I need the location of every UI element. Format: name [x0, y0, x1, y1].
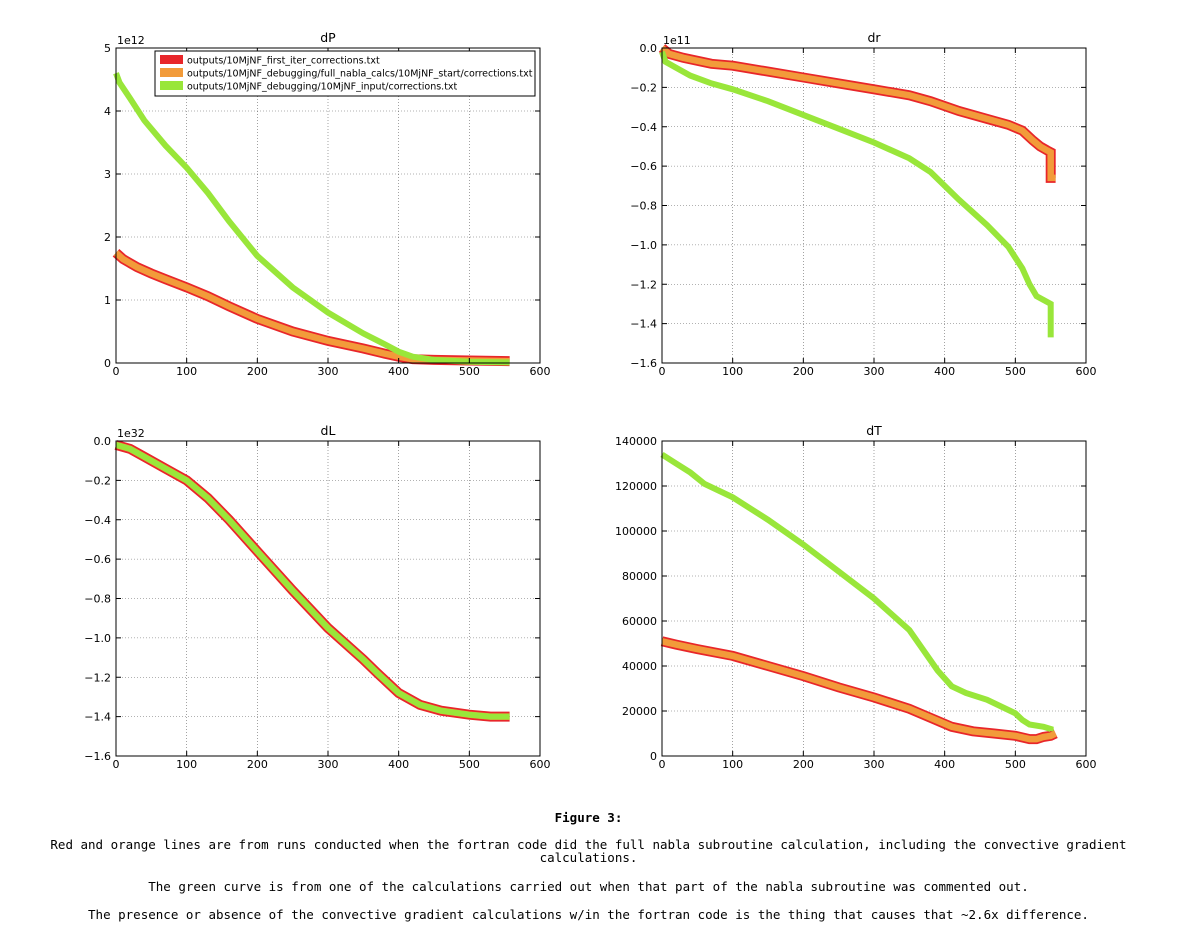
x-tick-label: 300	[864, 758, 885, 771]
x-tick-label: 300	[318, 758, 339, 771]
legend-label: outputs/10MjNF_first_iter_corrections.tx…	[187, 56, 380, 67]
series-line-2	[115, 441, 510, 720]
y-tick-label: −0.8	[84, 593, 111, 606]
y-tick-label: 2	[104, 231, 111, 244]
y-tick-label: −1.4	[630, 318, 657, 331]
y-tick-label: −0.4	[630, 121, 657, 134]
axis-offset-label: 1e11	[663, 34, 691, 47]
x-tick-label: 400	[388, 365, 409, 378]
x-tick-label: 100	[722, 758, 743, 771]
x-tick-label: 400	[934, 365, 955, 378]
x-tick-label: 0	[659, 365, 666, 378]
legend-label: outputs/10MjNF_debugging/full_nabla_calc…	[187, 69, 533, 80]
y-tick-label: 120000	[615, 480, 657, 493]
x-tick-label: 400	[388, 758, 409, 771]
x-tick-label: 500	[459, 758, 480, 771]
y-tick-label: 40000	[622, 660, 657, 673]
series-line-3	[113, 72, 510, 366]
y-tick-label: 0	[650, 750, 657, 763]
y-tick-label: 0	[104, 357, 111, 370]
x-tick-label: 600	[530, 758, 551, 771]
chart-panel-dp: 0 100 200 300 400 500 600 0 1 2 3 4 5 dP 1e12	[104, 30, 551, 378]
x-tick-label: 0	[113, 365, 120, 378]
series-line-3	[660, 451, 1054, 732]
caption-line-2: The green curve is from one of the calcu…	[148, 879, 1029, 894]
y-tick-label: 3	[104, 168, 111, 181]
y-tick-label: −1.4	[84, 711, 111, 724]
series-line-1	[114, 440, 510, 722]
y-tick-label: −1.2	[84, 671, 111, 684]
y-tick-label: −1.6	[84, 750, 111, 763]
x-tick-label: 500	[1005, 365, 1026, 378]
chart-title: dr	[867, 30, 881, 45]
legend-label: outputs/10MjNF_debugging/10MjNF_input/co…	[187, 82, 458, 93]
caption-line-1: Red and orange lines are from runs condu…	[50, 837, 1127, 865]
y-tick-label: −0.2	[630, 81, 657, 94]
y-tick-label: −0.8	[630, 200, 657, 213]
y-tick-label: 1	[104, 294, 111, 307]
x-tick-label: 500	[1005, 758, 1026, 771]
x-tick-label: 400	[934, 758, 955, 771]
series-line-2	[659, 45, 1056, 182]
legend-swatch	[160, 81, 183, 90]
figure-canvas: 0 100 200 300 400 500 600 0 1 2 3 4 5 dP 1e12 0 100 200 30…	[84, 30, 1097, 771]
y-tick-label: 0.0	[640, 42, 658, 55]
x-tick-label: 500	[459, 365, 480, 378]
series-line-2	[113, 250, 510, 365]
chart-panel-dr: 0 100 200 300 400 500 600 −1.6 −1.4 −1.2 −1.0 −0.8 −…	[630, 30, 1096, 378]
y-tick-label: −1.6	[630, 357, 657, 370]
x-tick-label: 300	[318, 365, 339, 378]
legend: outputs/10MjNF_first_iter_corrections.tx…	[154, 50, 536, 97]
y-tick-label: −0.6	[630, 160, 657, 173]
legend-swatch	[160, 55, 183, 64]
y-tick-label: −1.0	[84, 632, 111, 645]
figure-label: Figure 3:	[554, 810, 623, 825]
y-tick-label: 5	[104, 42, 111, 55]
y-tick-label: 60000	[622, 615, 657, 628]
y-tick-label: 140000	[615, 435, 657, 448]
chart-title: dP	[320, 30, 336, 45]
chart-panel-dt: 0 100 200 300 400 500 600 0 20000 40000 60000 80000…	[615, 423, 1097, 771]
y-tick-label: −0.2	[84, 474, 111, 487]
y-tick-label: −0.6	[84, 553, 111, 566]
caption-line-3: The presence or absence of the convectiv…	[88, 907, 1089, 922]
axis-offset-label: 1e32	[117, 427, 145, 440]
series-line-3	[659, 50, 1054, 338]
x-tick-label: 0	[659, 758, 666, 771]
chart-title: dT	[866, 423, 882, 438]
x-tick-label: 100	[176, 365, 197, 378]
chart-title: dL	[321, 423, 336, 438]
y-tick-label: −1.0	[630, 239, 657, 252]
series-line-1	[112, 249, 510, 367]
x-tick-label: 200	[247, 758, 268, 771]
x-tick-label: 600	[1076, 365, 1097, 378]
y-tick-label: −0.4	[84, 514, 111, 527]
x-tick-label: 100	[176, 758, 197, 771]
x-tick-label: 600	[1076, 758, 1097, 771]
chart-panel-dl: 0 100 200 300 400 500 600 −1.6 −1.4 −1.2 −1.0 −0.8 −…	[84, 423, 550, 771]
y-tick-label: 4	[104, 105, 111, 118]
y-tick-label: 100000	[615, 525, 657, 538]
series-line-2	[661, 638, 1057, 743]
x-tick-label: 200	[793, 758, 814, 771]
x-tick-label: 300	[864, 365, 885, 378]
x-tick-label: 200	[793, 365, 814, 378]
x-tick-label: 200	[247, 365, 268, 378]
axis-offset-label: 1e12	[117, 34, 145, 47]
x-tick-label: 0	[113, 758, 120, 771]
series-line-3	[115, 442, 510, 720]
x-tick-label: 600	[530, 365, 551, 378]
y-tick-label: −1.2	[630, 278, 657, 291]
legend-box	[154, 50, 536, 97]
x-tick-label: 100	[722, 365, 743, 378]
y-tick-label: 20000	[622, 705, 657, 718]
legend-swatch	[160, 68, 183, 77]
y-tick-label: 80000	[622, 570, 657, 583]
y-tick-label: 0.0	[94, 435, 112, 448]
